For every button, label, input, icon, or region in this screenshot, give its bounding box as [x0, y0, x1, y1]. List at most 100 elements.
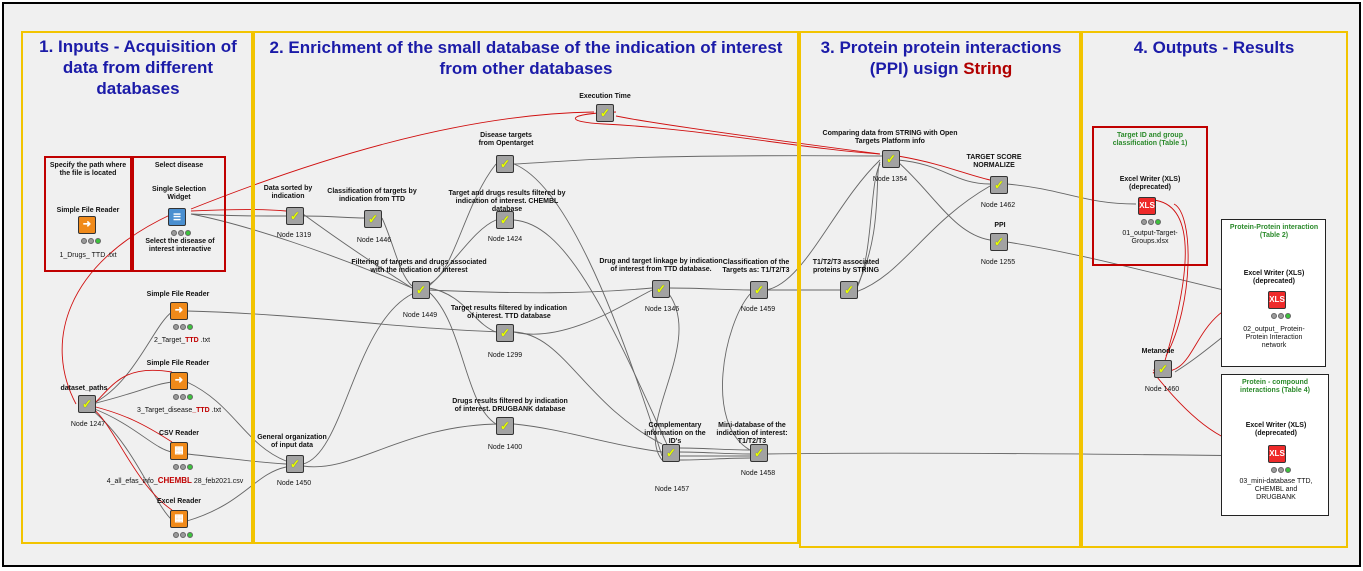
file-db: _TTD: [192, 407, 210, 414]
classification-ttd-id: Node 1446: [356, 237, 392, 244]
t123-string-node[interactable]: ✓: [840, 281, 858, 299]
dataset-paths-label: dataset_paths: [60, 385, 108, 392]
single-selection-desc: Select the disease of interest interacti…: [145, 238, 215, 253]
disease-targets-label: Disease targets from Opentarget: [478, 132, 534, 147]
csv-reader-label: CSV Reader: [158, 430, 200, 437]
complementary-id: Node 1457: [654, 486, 690, 493]
simple-reader-2-file: 2_Target_TTD .txt: [142, 337, 222, 345]
panel-ppi-title-prefix: 3. Protein protein interactions (PPI) us…: [820, 38, 1062, 78]
mini-database-label: Mini-database of the indication of inter…: [716, 422, 788, 445]
excel-writer-3-label: Excel Writer (XLS) (deprecated): [1245, 422, 1307, 437]
simple-reader-3-node[interactable]: ➜: [170, 372, 188, 390]
data-sorted-label: Data sorted by indication: [263, 185, 313, 200]
panel-inputs: [21, 31, 253, 544]
ppi-id: Node 1255: [980, 259, 1016, 266]
classification-t123-node[interactable]: ✓: [750, 281, 768, 299]
panel-outputs: [1081, 31, 1348, 548]
excel-writer-2-file: 02_output_ Protein-Protein Interaction n…: [1243, 326, 1305, 349]
status-lights: [173, 464, 193, 470]
excel-writer-1-node[interactable]: XLS: [1138, 197, 1156, 215]
drugbank-filter-node[interactable]: ✓: [496, 417, 514, 435]
mini-database-node[interactable]: ✓: [750, 444, 768, 462]
data-sorted-node[interactable]: ✓: [286, 207, 304, 225]
specify-path-box: [44, 156, 132, 272]
classification-ttd-label: Classification of targets by indication …: [327, 188, 417, 203]
ppi-node[interactable]: ✓: [990, 233, 1008, 251]
target-score-label: TARGET SCORE NORMALIZE: [966, 154, 1022, 169]
excel-reader-node[interactable]: ▦: [170, 510, 188, 528]
excel-writer-2-node[interactable]: XLS: [1268, 291, 1286, 309]
simple-reader-3-file: 3_Target_disease_TTD .txt: [124, 407, 234, 415]
panel-enrichment: [253, 31, 799, 544]
classification-t123-label: Classification of the Targets as: T1/T2/…: [722, 259, 790, 274]
general-org-label: General organization of input data: [257, 434, 327, 449]
drugbank-filter-id: Node 1400: [487, 444, 523, 451]
status-lights: [173, 394, 193, 400]
filter-targets-drugs-id: Node 1449: [402, 312, 438, 319]
excel-writer-1-label: Excel Writer (XLS) (deprecated): [1119, 176, 1181, 191]
target-score-node[interactable]: ✓: [990, 176, 1008, 194]
ttd-filter-node[interactable]: ✓: [496, 324, 514, 342]
comparing-label: Comparing data from STRING with Open Tar…: [822, 130, 958, 145]
csv-reader-node[interactable]: ▦: [170, 442, 188, 460]
ppi-table-title: Protein-Protein interaction (Table 2): [1229, 224, 1319, 239]
file-db: CHEMBL: [157, 476, 192, 485]
chembl-filter-node[interactable]: ✓: [496, 211, 514, 229]
classification-t123-id: Node 1459: [740, 306, 776, 313]
panel-enrichment-title: 2. Enrichment of the small database of t…: [269, 38, 783, 78]
metanode-id: Node 1460: [1144, 386, 1180, 393]
panel-outputs-title: 4. Outputs - Results: [1133, 38, 1295, 57]
simple-reader-1-label: Simple File Reader: [56, 207, 120, 214]
classification-ttd-node[interactable]: ✓: [364, 210, 382, 228]
filter-targets-drugs-label: Filtering of targets and drugs associate…: [351, 259, 487, 274]
file-ext: .txt: [209, 407, 222, 414]
chembl-filter-id: Node 1424: [487, 236, 523, 243]
execution-time-node[interactable]: ✓: [596, 104, 614, 122]
excel-writer-2-label: Excel Writer (XLS) (deprecated): [1243, 270, 1305, 285]
comparing-id: Node 1354: [872, 176, 908, 183]
select-disease-box: [132, 156, 226, 272]
drugbank-filter-label: Drugs results filtered by indication of …: [452, 398, 568, 413]
simple-reader-1-node[interactable]: ➜: [78, 216, 96, 234]
excel-writer-3-node[interactable]: XLS: [1268, 445, 1286, 463]
general-org-id: Node 1450: [276, 480, 312, 487]
file-db: TTD: [185, 337, 199, 344]
specify-path-label: Specify the path where the file is locat…: [49, 162, 127, 177]
single-selection-node[interactable]: ☰: [168, 208, 186, 226]
simple-reader-1-file: 1_Drugs_ TTD .txt: [59, 252, 117, 259]
status-lights: [81, 238, 101, 244]
metanode-node[interactable]: ✓: [1154, 360, 1172, 378]
panel-ppi: [799, 31, 1081, 548]
complementary-node[interactable]: ✓: [662, 444, 680, 462]
select-disease-label: Select disease: [154, 162, 204, 169]
disease-targets-node[interactable]: ✓: [496, 155, 514, 173]
excel-reader-label: Excel Reader: [157, 498, 201, 505]
comparing-node[interactable]: ✓: [882, 150, 900, 168]
dataset-paths-node[interactable]: ✓: [78, 395, 96, 413]
status-lights: [173, 324, 193, 330]
excel-writer-1-file: 01_output-Target-Groups.xlsx: [1122, 230, 1178, 245]
filter-targets-drugs-node[interactable]: ✓: [412, 281, 430, 299]
panel-inputs-title: 1. Inputs - Acquisition of data from dif…: [39, 37, 237, 98]
ttd-filter-label: Target results filtered by indication of…: [450, 305, 568, 320]
metanode-label: Metanode: [1141, 348, 1175, 355]
file-part: 3_Target_disease: [136, 407, 193, 414]
ttd-filter-id: Node 1299: [487, 352, 523, 359]
mini-database-id: Node 1458: [740, 470, 776, 477]
status-lights: [1271, 467, 1291, 473]
csv-reader-file: 4_all_efas_info_CHEMBL 28_feb2021.csv: [98, 477, 252, 486]
linkage-label: Drug and target linkage by indication of…: [599, 258, 723, 273]
target-groups-title: Target ID and group classification (Tabl…: [1112, 132, 1188, 147]
simple-reader-2-node[interactable]: ➜: [170, 302, 188, 320]
excel-writer-3-file: 03_mini-database TTD, CHEMBL and DRUGBAN…: [1239, 478, 1313, 501]
file-ext: 28_feb2021.csv: [191, 478, 244, 485]
status-lights: [1271, 313, 1291, 319]
simple-reader-2-label: Simple File Reader: [146, 291, 210, 298]
file-part: 2_Target_: [153, 337, 186, 344]
compound-table-title: Protein - compound interactions (Table 4…: [1240, 379, 1310, 394]
general-org-node[interactable]: ✓: [286, 455, 304, 473]
single-selection-label: Single Selection Widget: [151, 186, 207, 201]
dataset-paths-id: Node 1247: [70, 421, 106, 428]
linkage-node[interactable]: ✓: [652, 280, 670, 298]
file-part: 4_all_efas_info_: [106, 478, 158, 485]
